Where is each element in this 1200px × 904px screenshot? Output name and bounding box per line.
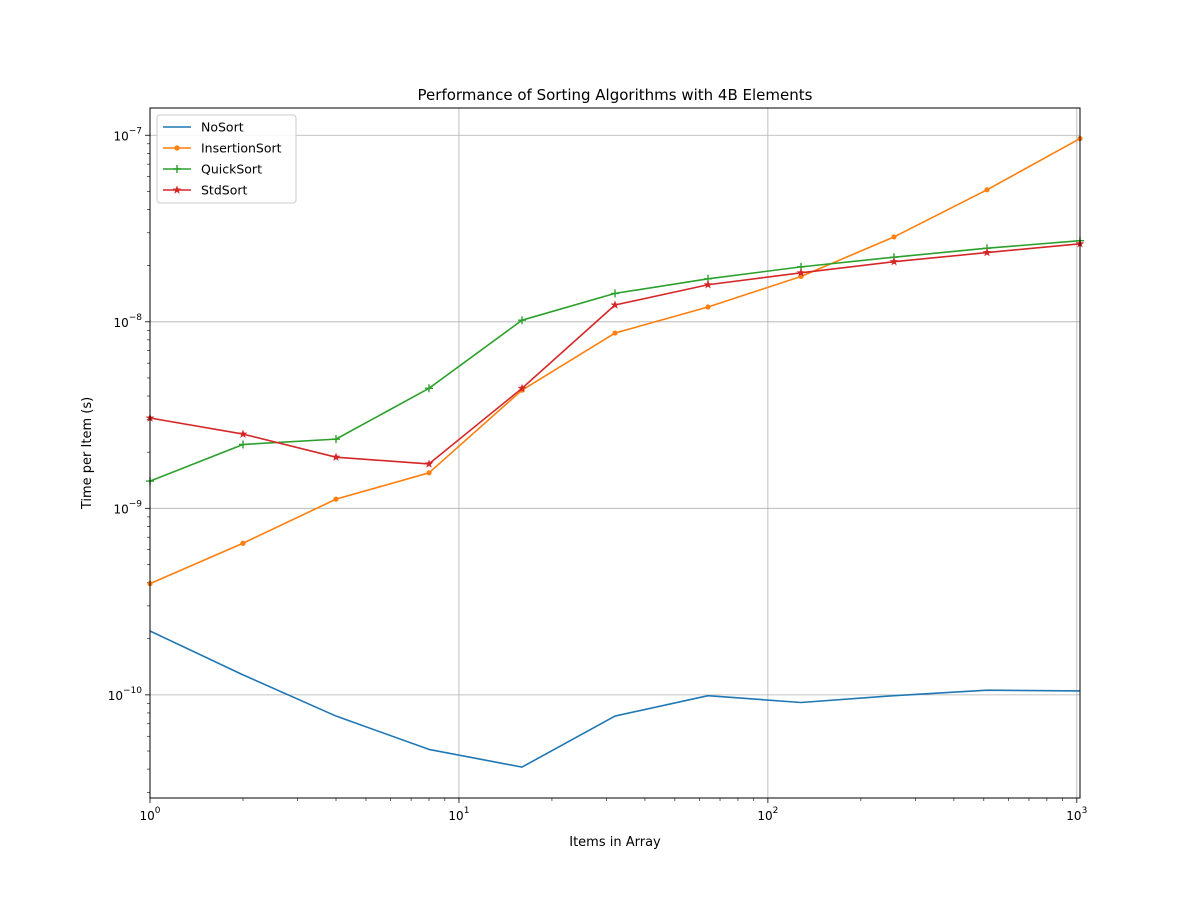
legend-label: StdSort (201, 183, 247, 198)
plot-series (145, 135, 1085, 768)
data-point (611, 289, 619, 298)
x-tick-label: 101 (448, 806, 469, 823)
legend-label: NoSort (201, 120, 244, 135)
data-point (982, 247, 992, 257)
legend-item-nosort: NoSort (163, 120, 244, 135)
data-point (796, 268, 806, 277)
data-point (703, 280, 713, 289)
grid (149, 108, 1080, 798)
data-point (424, 459, 434, 468)
data-point (705, 304, 711, 310)
data-point (889, 257, 899, 266)
data-point (610, 300, 620, 309)
data-point (333, 496, 339, 502)
data-point (240, 540, 246, 546)
x-tick-label: 103 (1066, 806, 1087, 823)
series-stdsort (145, 239, 1085, 468)
data-point (612, 330, 618, 336)
data-point (239, 440, 247, 449)
data-point (891, 234, 897, 240)
y-tick-label: 10−7 (113, 126, 142, 143)
x-tick-label: 100 (139, 806, 160, 823)
legend-marker (173, 165, 181, 173)
plot-frame (149, 107, 1081, 799)
y-tick-label: 10−9 (113, 499, 142, 516)
legend-box (156, 114, 297, 204)
data-point (426, 470, 432, 476)
data-point (517, 383, 527, 393)
data-point (332, 435, 340, 444)
series-line (149, 630, 1081, 768)
data-point (518, 316, 526, 325)
data-point (984, 187, 990, 193)
legend-marker (172, 185, 182, 194)
x-axis-label: Items in Array (569, 835, 661, 850)
y-axis-label: Time per Item (s) (80, 397, 95, 510)
series-line (149, 242, 1081, 465)
legend-label: QuickSort (201, 162, 262, 177)
data-point (238, 429, 248, 438)
data-point (331, 452, 341, 461)
chart-title: Performance of Sorting Algorithms with 4… (418, 86, 813, 104)
y-tick-label: 10−10 (108, 686, 143, 703)
legend-item-insertionsort: InsertionSort (163, 141, 282, 156)
legend-item-stdsort: StdSort (163, 183, 247, 198)
y-tick-label: 10−8 (113, 313, 142, 330)
data-point (425, 384, 433, 393)
axis-ticks: 100 101 102 103 10−10 10−9 10−8 10−7 (108, 126, 1088, 823)
legend: NoSort InsertionSort QuickSort StdSort (156, 114, 297, 204)
legend-item-quicksort: QuickSort (163, 162, 262, 177)
legend-label: InsertionSort (201, 141, 282, 156)
x-tick-label: 102 (757, 806, 778, 823)
series-nosort (149, 630, 1081, 768)
series-line (149, 137, 1081, 585)
legend-marker (174, 145, 180, 151)
series-quicksort (146, 236, 1084, 486)
